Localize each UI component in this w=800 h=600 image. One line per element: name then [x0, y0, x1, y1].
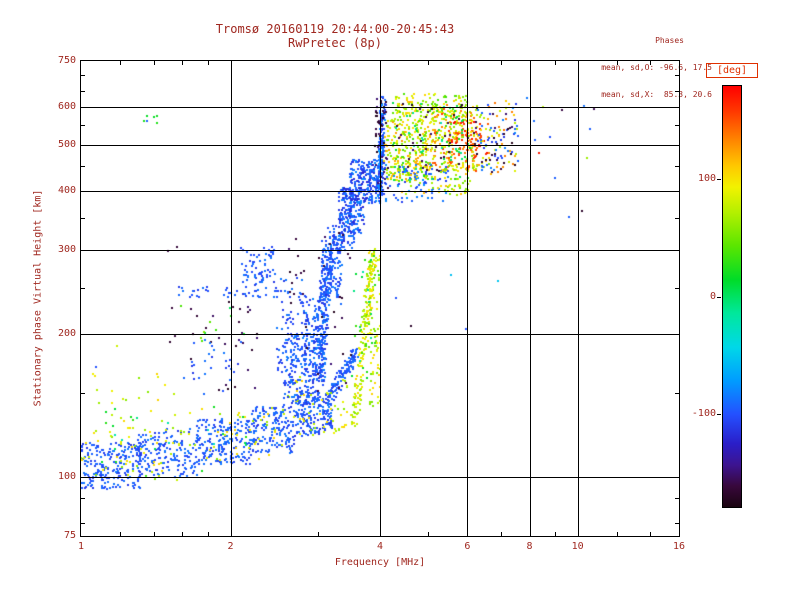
y-gridline	[81, 144, 679, 146]
y-minor-tick	[675, 124, 679, 126]
x-gridline	[380, 61, 381, 536]
colorbar-units-label: [deg]	[706, 63, 758, 78]
x-tick-label: 8	[526, 541, 533, 552]
y-minor-tick	[675, 90, 679, 92]
y-tick-label: 600	[57, 101, 76, 113]
y-minor-tick	[81, 166, 85, 168]
colorbar-tick-label: -100	[691, 408, 716, 419]
y-gridline	[81, 333, 679, 335]
y-minor-tick	[675, 218, 679, 220]
y-tick-label: 500	[57, 138, 76, 150]
x-minor-tick	[554, 532, 556, 536]
y-minor-tick	[675, 75, 679, 77]
y-minor-tick	[675, 287, 679, 289]
x-minor-tick	[317, 532, 319, 536]
y-minor-tick	[81, 393, 85, 394]
y-minor-tick	[81, 90, 85, 92]
x-tick-label: 10	[571, 541, 584, 552]
y-minor-tick	[675, 166, 679, 168]
y-minor-tick	[81, 124, 85, 126]
x-minor-tick	[120, 532, 122, 536]
x-minor-tick	[616, 61, 618, 65]
y-minor-tick	[81, 75, 85, 77]
x-tick-label: 4	[376, 541, 384, 552]
y-tick-label: 400	[57, 184, 76, 196]
x-minor-tick	[317, 61, 319, 65]
x-minor-tick	[500, 61, 502, 65]
x-minor-tick	[428, 532, 430, 536]
x-minor-tick	[120, 61, 122, 65]
y-gridline	[81, 190, 679, 192]
x-minor-tick	[616, 532, 618, 536]
y-minor-tick	[675, 522, 679, 524]
y-tick-label: 100	[57, 470, 76, 482]
x-minor-tick	[182, 532, 184, 536]
x-minor-tick	[207, 532, 209, 536]
x-minor-tick	[554, 61, 556, 65]
y-minor-tick	[81, 287, 85, 289]
plot-subtitle: RwPretec (8p)	[288, 36, 382, 50]
y-gridline	[81, 476, 679, 478]
y-tick-label: 75	[63, 530, 76, 541]
x-gridline	[577, 61, 579, 536]
x-gridline	[230, 61, 232, 536]
x-tick-label: 16	[672, 541, 686, 552]
x-tick-label: 2	[227, 541, 234, 552]
colorbar-tick-label: 0	[709, 290, 716, 302]
x-axis-label: Frequency [MHz]	[334, 557, 426, 568]
y-tick-label: 200	[57, 327, 76, 339]
x-gridline	[529, 61, 531, 536]
y-minor-tick	[675, 498, 679, 500]
y-axis-label: Stationary phase Virtual Height [km]	[32, 189, 44, 407]
x-gridline	[467, 61, 469, 536]
colorbar	[722, 85, 742, 508]
y-tick-label: 750	[57, 55, 76, 66]
x-minor-tick	[650, 532, 652, 536]
x-minor-tick	[500, 532, 502, 536]
colorbar-tick-mark	[717, 179, 721, 180]
y-minor-tick	[81, 522, 85, 524]
x-minor-tick	[428, 61, 430, 65]
y-minor-tick	[675, 393, 679, 394]
x-minor-tick	[650, 61, 652, 65]
phases-header: Phases	[655, 36, 684, 45]
x-minor-tick	[153, 61, 155, 65]
x-minor-tick	[182, 61, 184, 65]
y-minor-tick	[81, 218, 85, 220]
x-tick-label: 1	[77, 541, 85, 552]
x-minor-tick	[207, 61, 209, 65]
y-tick-label: 300	[57, 244, 76, 256]
x-minor-tick	[153, 532, 155, 536]
colorbar-tick-label: 100	[697, 173, 716, 184]
colorbar-tick-mark	[717, 414, 721, 415]
y-gridline	[81, 107, 679, 109]
y-minor-tick	[81, 498, 85, 500]
plot-area	[80, 60, 680, 537]
x-tick-label: 6	[464, 541, 471, 552]
plot-title: Tromsø 20160119 20:44:00-20:45:43	[215, 22, 455, 36]
y-gridline	[81, 250, 679, 252]
colorbar-tick-mark	[717, 296, 721, 298]
